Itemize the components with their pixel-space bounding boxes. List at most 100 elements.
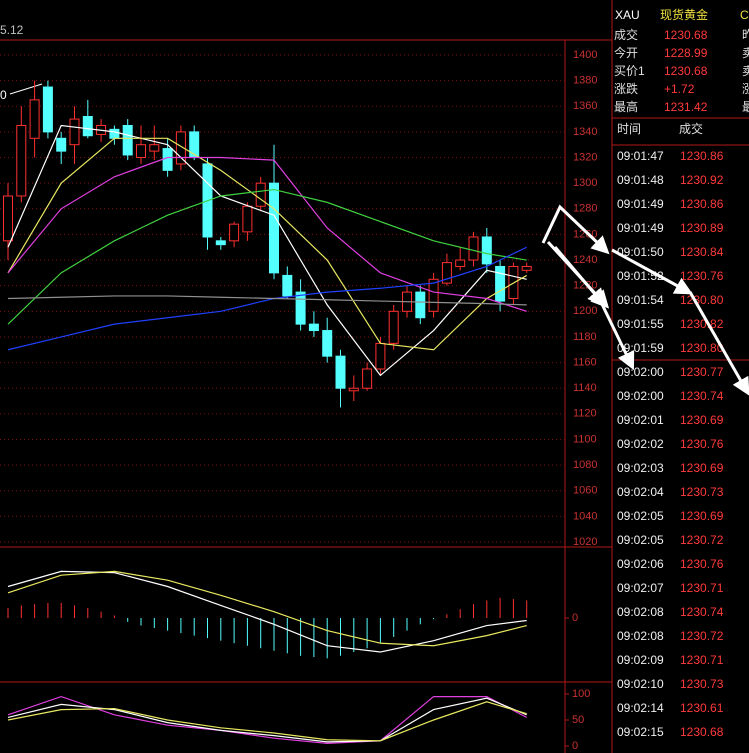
trade-price: 1230.61 (680, 701, 724, 715)
trade-price: 1230.74 (680, 389, 724, 403)
y-tick-label: 1400 (573, 49, 597, 61)
y-tick-label: 1060 (573, 485, 597, 497)
candle-body (69, 118, 80, 146)
quote-cut-label: 卖 (742, 46, 749, 60)
candle-body (229, 223, 240, 242)
indicator-line (7, 295, 527, 306)
candle-body (242, 205, 253, 233)
y-tick-label: 1280 (573, 203, 597, 215)
quote-panel: XAU 现货黄金 C (615, 7, 749, 22)
left-label: 0 (0, 88, 7, 102)
trade-price: 1230.72 (680, 629, 724, 643)
trade-price: 1230.74 (680, 605, 724, 619)
trade-header: 时间 (617, 122, 641, 136)
quote-value: 1228.99 (664, 46, 708, 60)
candle-body (82, 116, 93, 137)
candle-body (428, 278, 439, 312)
y-tick-label: 1240 (573, 254, 597, 266)
quote-value: 1231.42 (664, 100, 708, 114)
trade-price: 1230.86 (680, 149, 724, 163)
indicator-line (7, 570, 527, 647)
trade-header: 成交 (679, 121, 703, 136)
trade-time: 09:01:47 (617, 149, 664, 163)
y-tick-label: 1140 (573, 382, 597, 394)
trade-price: 1230.92 (680, 173, 724, 187)
candle-body (308, 323, 319, 332)
y-tick-label: 1340 (573, 126, 597, 138)
trade-price: 1230.69 (680, 413, 724, 427)
instrument-name: 现货黄金 (660, 7, 708, 22)
candle-body (455, 259, 466, 267)
candle-body (255, 182, 266, 207)
y-tick-label: 100 (572, 688, 590, 700)
trade-price: 1230.68 (680, 725, 724, 739)
annotation-arrows (541, 204, 749, 396)
y-tick-label: 1160 (573, 356, 597, 368)
y-tick-label: 1360 (573, 100, 597, 112)
trade-time: 09:02:03 (617, 461, 664, 475)
quote-value: 1230.68 (664, 64, 708, 78)
y-tick-label: 1200 (573, 305, 597, 317)
candle-body (362, 368, 373, 389)
candle-body (136, 144, 146, 159)
candle-body (3, 195, 13, 242)
candle-body (495, 265, 506, 302)
indicator-line (7, 124, 527, 377)
candle-body (269, 182, 279, 274)
trade-price: 1230.76 (680, 269, 724, 283)
trade-time: 09:01:49 (617, 197, 664, 211)
y-tick-label: 1120 (573, 408, 597, 420)
quote-cut-label: 昨 (742, 28, 749, 42)
quote-label: 今开 (614, 45, 638, 60)
quote-value: +1.72 (664, 82, 695, 96)
candle-body (295, 291, 306, 325)
quote-label: 最高 (614, 99, 638, 114)
indicator-line (7, 137, 528, 351)
quote-cut-label: 涨 (742, 81, 749, 96)
trade-price: 1230.86 (680, 197, 724, 211)
instrument-cut: C (740, 8, 749, 22)
trade-price: 1230.76 (680, 557, 724, 571)
quote-cut-label: 卖 (742, 64, 749, 78)
trade-time: 09:02:14 (617, 701, 664, 715)
trade-price: 1230.77 (680, 365, 724, 379)
indicator-line (7, 701, 527, 742)
trade-time: 09:01:50 (617, 245, 664, 259)
candle-body (415, 291, 426, 319)
candle-body (109, 128, 120, 139)
trade-time: 09:02:04 (617, 485, 664, 499)
candle-body (441, 262, 452, 284)
trade-price: 1230.73 (680, 485, 724, 499)
candle-body (122, 124, 133, 156)
candle-body (348, 387, 359, 392)
candle-body (521, 265, 532, 271)
trade-price: 1230.72 (680, 533, 724, 547)
trade-time: 09:02:05 (617, 533, 664, 547)
trade-price: 1230.76 (680, 437, 724, 451)
y-tick-label: 50 (572, 714, 584, 726)
candle-body (16, 124, 27, 197)
y-tick-label: 0 (572, 612, 578, 624)
candle-body (375, 342, 386, 370)
quote-label: 买价1 (614, 64, 645, 78)
trade-price: 1230.69 (680, 461, 724, 475)
trade-time: 09:02:15 (617, 725, 664, 739)
candle-body (388, 310, 399, 344)
y-tick-label: 1020 (573, 536, 597, 548)
trade-time: 09:01:49 (617, 221, 664, 235)
candle-body (481, 236, 492, 265)
trade-time: 09:02:02 (617, 437, 664, 451)
trade-price: 1230.69 (680, 509, 724, 523)
trade-price: 1230.89 (680, 221, 724, 235)
indicator-line (7, 697, 527, 743)
trade-price: 1230.84 (680, 245, 724, 259)
candle-body (162, 148, 173, 171)
trade-time: 09:02:05 (617, 509, 664, 523)
trade-time: 09:01:54 (617, 293, 664, 307)
trade-time: 09:02:10 (617, 677, 664, 691)
trade-price: 1230.80 (680, 293, 724, 307)
trade-time: 09:02:09 (617, 653, 664, 667)
quote-value: 1230.68 (664, 28, 708, 42)
